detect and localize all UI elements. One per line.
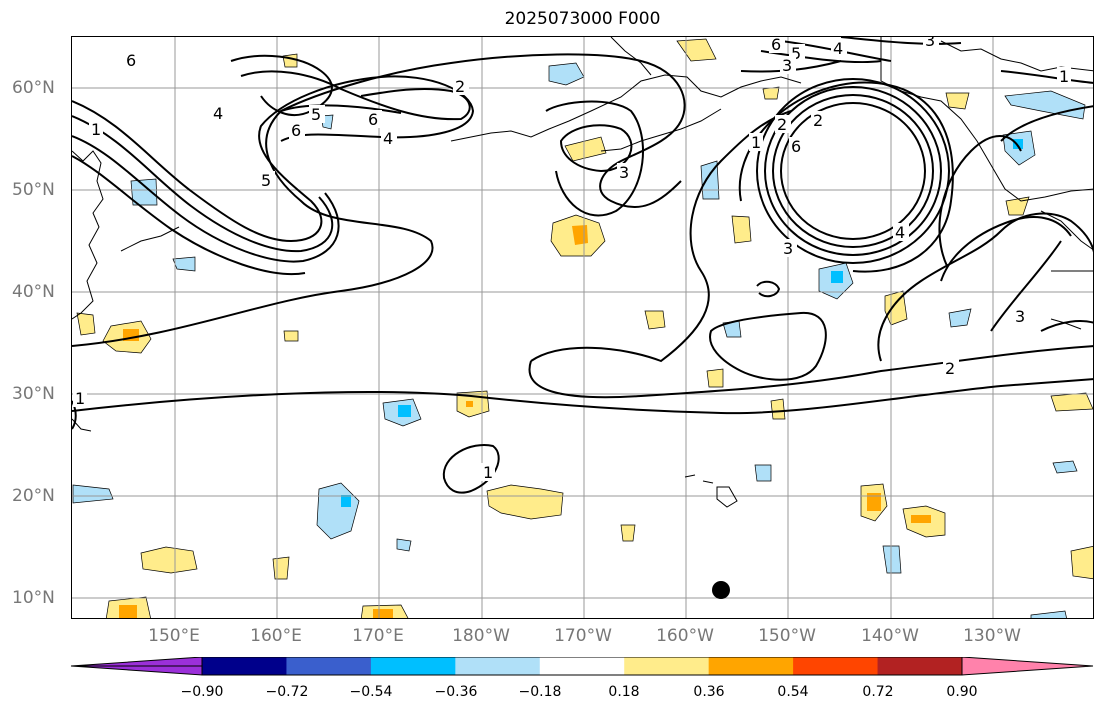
contour-label: 3 <box>619 163 629 182</box>
contour-label: 2 <box>455 77 465 96</box>
lat-label-10n: 10°N <box>12 588 55 608</box>
lon-label-160e: 160°E <box>250 626 302 646</box>
map-panel: 6 4 1 5 6 2 6 4 5 3 6 5 4 3 2 3 2 6 4 3 … <box>71 36 1094 619</box>
contour-label: 4 <box>895 223 905 242</box>
colorbar-segment <box>539 657 625 675</box>
colorbar-tick: −0.36 <box>434 684 478 700</box>
contour-label: 5 <box>311 105 321 124</box>
colorbar-tick: −0.18 <box>518 684 562 700</box>
contour-label: 3 <box>783 239 793 258</box>
lon-label-180w: 180°W <box>452 626 510 646</box>
colorbar <box>70 657 1094 676</box>
lon-label-150e: 150°E <box>148 626 200 646</box>
colorbar-segment <box>708 657 794 675</box>
contour-label: 6 <box>368 110 378 129</box>
lon-label-140w: 140°W <box>861 626 919 646</box>
contour-label: 1 <box>75 389 85 408</box>
contour-label: 1 <box>1059 67 1069 86</box>
lon-label-150w: 150°W <box>758 626 816 646</box>
colorbar-tick: 0.36 <box>693 684 725 700</box>
lon-label-170e: 170°E <box>352 626 404 646</box>
contour-label: 6 <box>291 121 301 140</box>
lat-label-20n: 20°N <box>12 486 55 506</box>
contour-label: 1 <box>91 120 101 139</box>
contour-label: 6 <box>126 51 136 70</box>
colorbar-segment <box>286 657 372 675</box>
lat-label-60n: 60°N <box>12 78 55 98</box>
colorbar-tick: 0.54 <box>777 684 809 700</box>
colorbar-extend-high <box>962 657 1093 675</box>
colorbar-segment <box>877 657 963 675</box>
colorbar-segment <box>202 657 287 675</box>
colorbar-segment <box>455 657 541 675</box>
contour-label: 4 <box>833 39 843 58</box>
contour-label: 5 <box>261 171 271 190</box>
lat-label-50n: 50°N <box>12 180 55 200</box>
colorbar-segment <box>370 657 456 675</box>
lat-label-40n: 40°N <box>12 282 55 302</box>
contour-label: 4 <box>213 104 223 123</box>
contour-label: 3 <box>1015 307 1025 326</box>
map-title: 2025073000 F000 <box>504 9 661 29</box>
contour-label: 1 <box>751 133 761 152</box>
contour-label: 3 <box>925 37 935 50</box>
colorbar-segment <box>624 657 710 675</box>
positive-anomaly-patches <box>76 38 1093 618</box>
location-marker <box>712 581 730 599</box>
contour-label: 2 <box>777 115 787 134</box>
colorbar-tick: −0.72 <box>265 684 309 700</box>
contour-label: 6 <box>771 37 781 54</box>
map-canvas: 6 4 1 5 6 2 6 4 5 3 6 5 4 3 2 3 2 6 4 3 … <box>72 37 1093 618</box>
contour-label: 4 <box>383 129 393 148</box>
contour-label: 2 <box>945 359 955 378</box>
colorbar-tick: 0.18 <box>608 684 640 700</box>
colorbar-tick: −0.90 <box>180 684 224 700</box>
contour-label: 3 <box>782 56 792 75</box>
contour-lines <box>72 37 1093 494</box>
colorbar-segment <box>793 657 879 675</box>
colorbar-tick: 0.72 <box>862 684 894 700</box>
contour-labels: 6 4 1 5 6 2 6 4 5 3 6 5 4 3 2 3 2 6 4 3 … <box>73 37 1071 482</box>
lon-label-160w: 160°W <box>656 626 714 646</box>
contour-label: 1 <box>483 463 493 482</box>
lon-label-130w: 130°W <box>963 626 1021 646</box>
lon-label-170w: 170°W <box>554 626 612 646</box>
contour-label: 2 <box>813 111 823 130</box>
contour-label: 5 <box>791 44 801 63</box>
contour-label: 6 <box>791 137 801 156</box>
colorbar-tick: 0.90 <box>946 684 978 700</box>
colorbar-tick: −0.54 <box>349 684 393 700</box>
lat-label-30n: 30°N <box>12 384 55 404</box>
